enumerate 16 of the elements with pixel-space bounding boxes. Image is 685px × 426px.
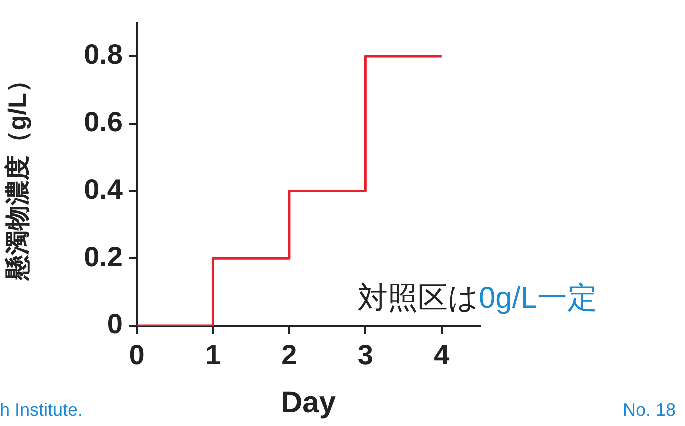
x-axis-title: Day <box>280 386 336 420</box>
y-tick-label: 0.8 <box>84 39 123 70</box>
annotation: 対照区は <box>358 282 479 315</box>
y-axis-title: 懸濁物濃度（g/L） <box>4 68 32 282</box>
text: h Institute. <box>0 400 84 420</box>
y-tick-label: 0.2 <box>84 241 123 272</box>
y-tick-label: 0.6 <box>84 106 123 138</box>
annotation: 0g/L一定 <box>479 282 598 315</box>
x-tick-label: 1 <box>205 340 222 371</box>
y-tick-label: 0.4 <box>84 174 124 205</box>
x-tick-label: 2 <box>282 340 298 371</box>
x-tick-label: 4 <box>434 340 450 371</box>
y-tick-label: 0 <box>107 308 123 340</box>
text: No. 18 <box>622 400 676 420</box>
x-tick-label: 3 <box>358 340 374 371</box>
x-tick-label: 0 <box>129 340 145 371</box>
